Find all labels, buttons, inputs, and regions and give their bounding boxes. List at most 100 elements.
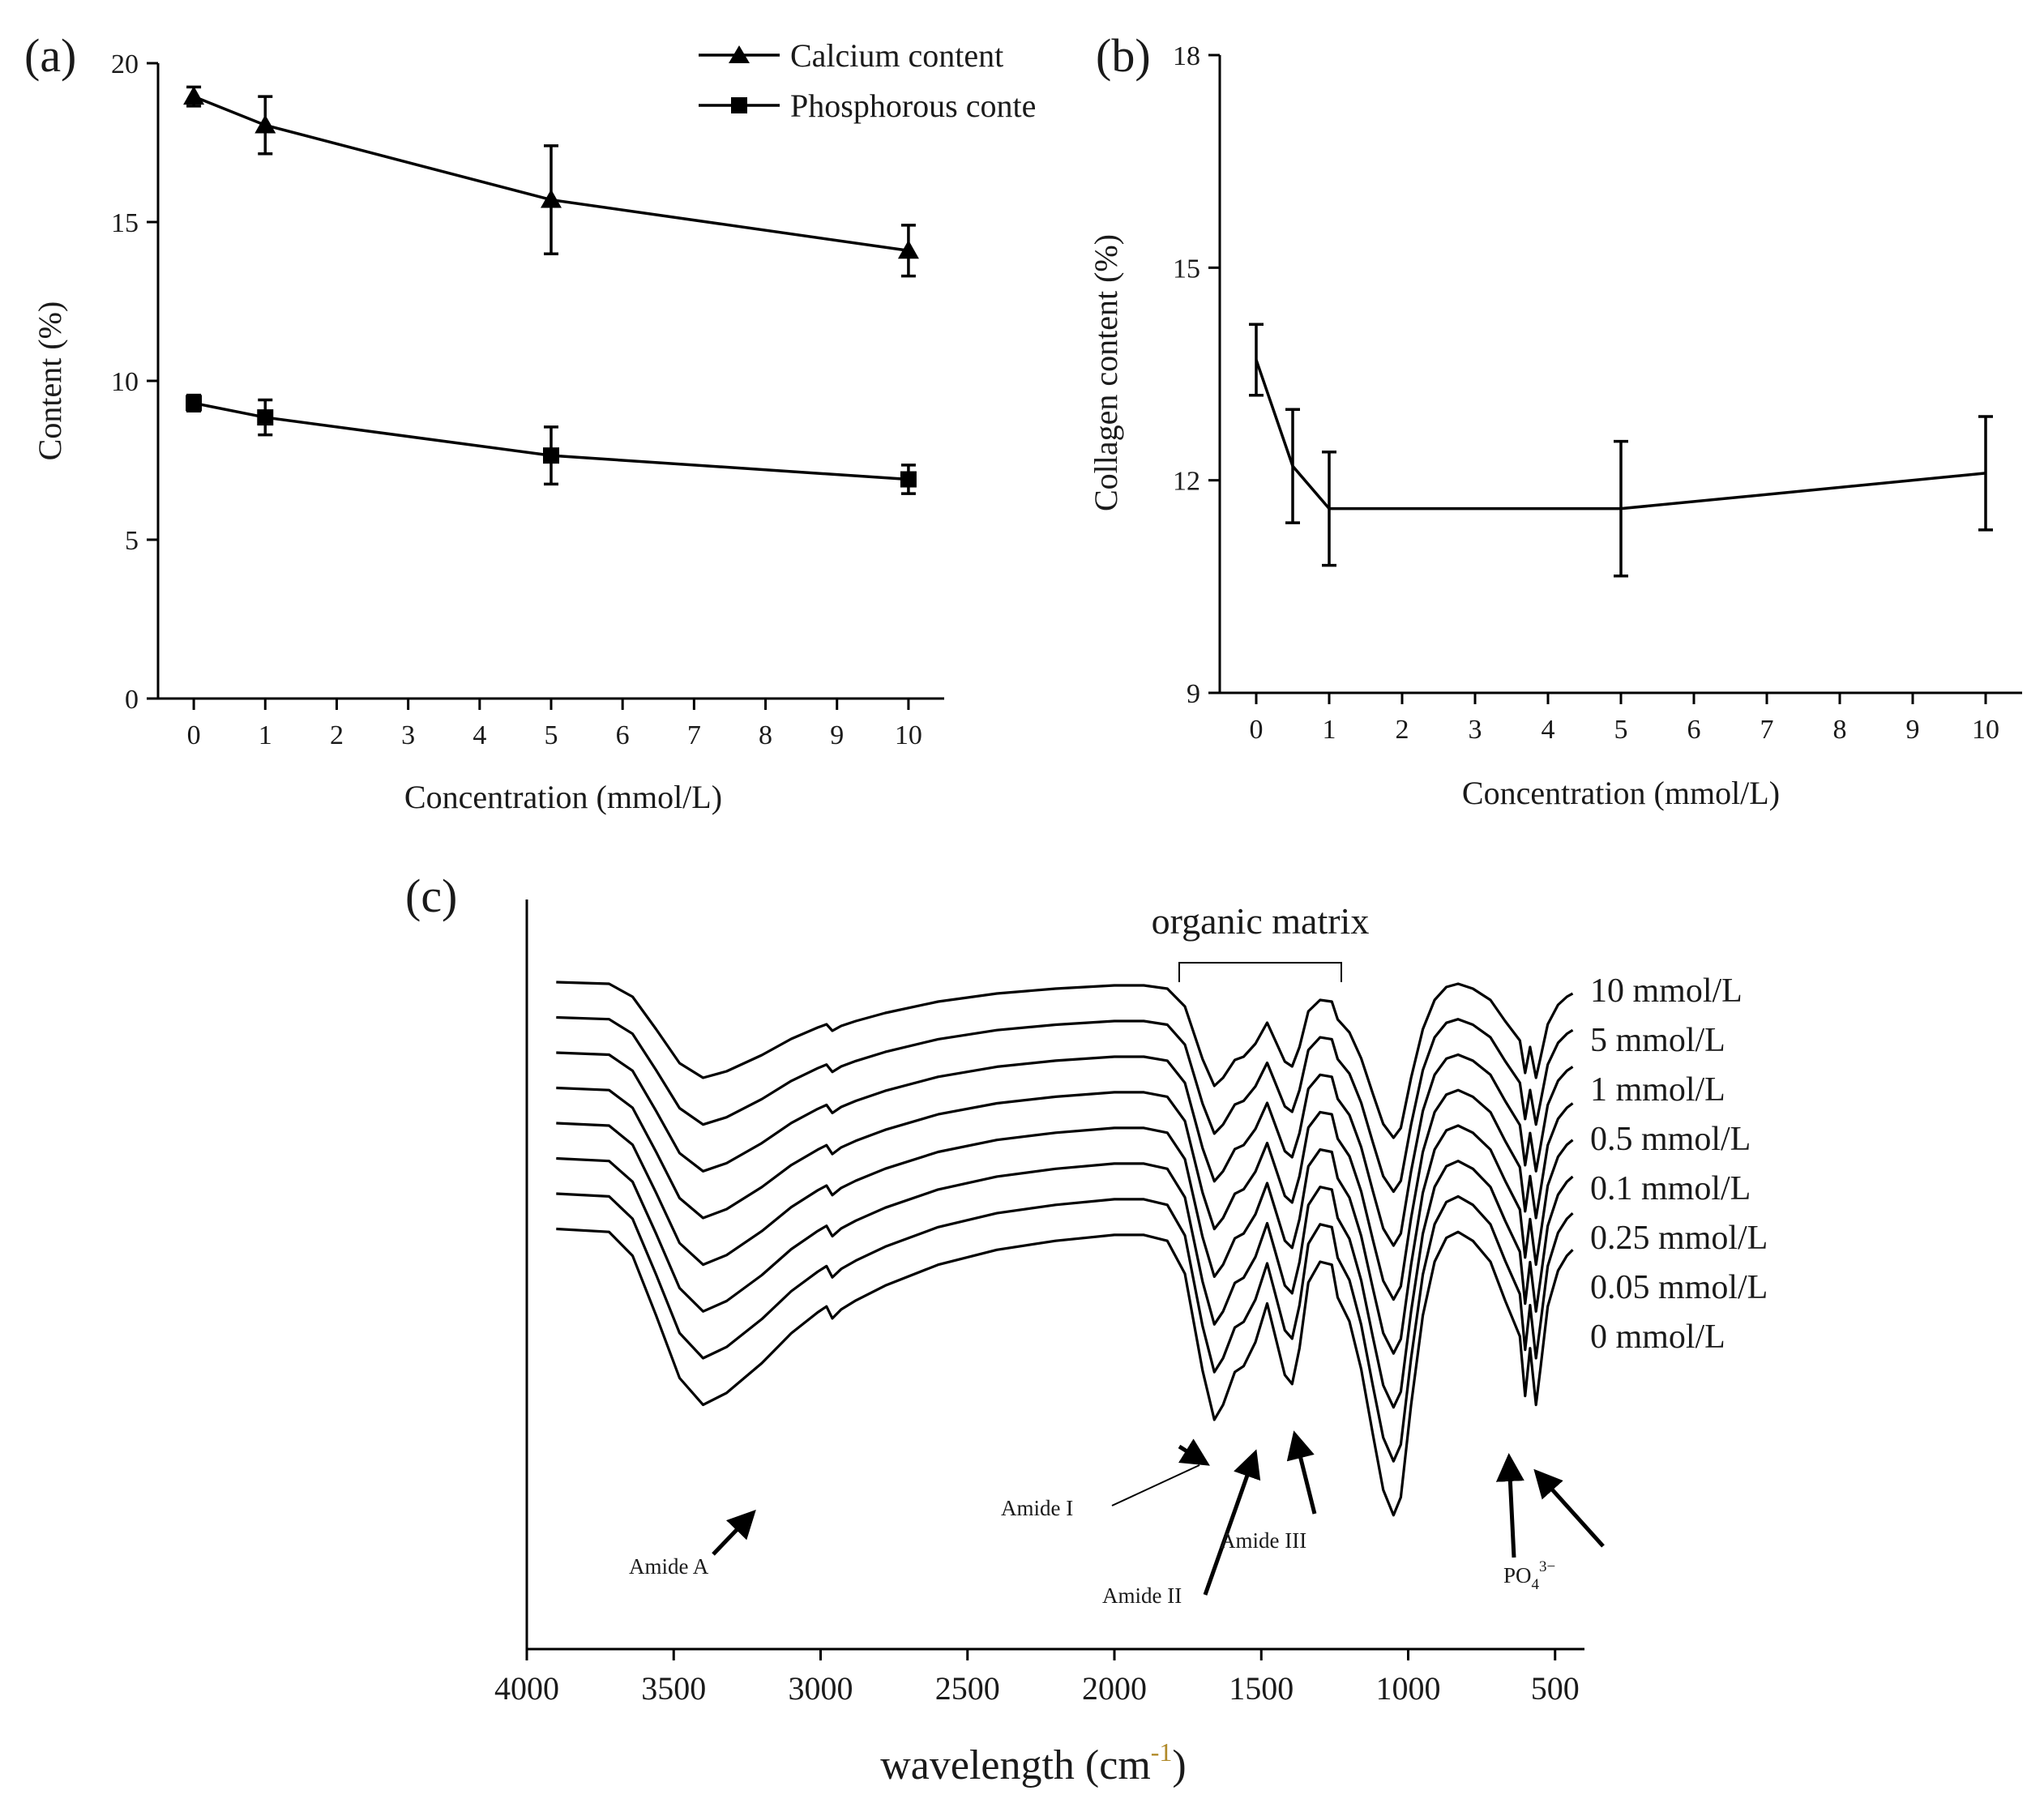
panel-a-y-axis-label: Content (%) <box>32 301 68 461</box>
ftir-series-label-1: 5 mmol/L <box>1590 1022 1725 1059</box>
panel-a-y-tick-label-0: 0 <box>125 685 139 715</box>
panel-b-y-axis-label: Collagen content (%) <box>1088 234 1124 511</box>
panel-a-series-0-point-3 <box>897 240 919 259</box>
panel-c-spectra <box>556 981 1574 1517</box>
ftir-series-label-0: 10 mmol/L <box>1590 972 1743 1010</box>
panel-c-series-labels: 10 mmol/L 5 mmol/L 1 mmol/L 0.5 mmol/L 0.1 m… <box>1590 972 1768 1356</box>
panel-a-x-tick-label-3: 3 <box>401 720 415 750</box>
panel-b-series-0-errorbar-3 <box>1614 439 1628 578</box>
panel-a-y-tick-label-1: 5 <box>125 526 139 556</box>
organic-matrix-label: organic matrix <box>1152 900 1370 942</box>
panel-b-y-tick-label-1: 12 <box>1173 467 1200 497</box>
panel-b-x-tick-label-0: 0 <box>1250 715 1264 745</box>
panel-a-series-0-point-2 <box>541 189 562 208</box>
panel-a-calcium-phosphorous-chart: (a) 0 1 2 3 4 5 6 7 8 9 10 0 5 10 15 20 Concentration (… <box>24 29 1036 815</box>
ftir-spectrum-6 <box>556 1192 1574 1463</box>
organic-matrix-bracket <box>1178 962 1342 982</box>
ftir-series-label-3: 0.5 mmol/L <box>1590 1121 1751 1158</box>
legend-marker-square <box>731 97 747 113</box>
ftir-spectrum-3 <box>556 1086 1574 1301</box>
panel-b-y-tick-label-0: 9 <box>1187 679 1200 709</box>
panel-c-ticks: 4000 3500 3000 2500 2000 1500 1000 500 <box>494 1649 1580 1707</box>
panel-a-x-axis-label: Concentration (mmol/L) <box>404 779 722 815</box>
ftir-series-label-5: 0.25 mmol/L <box>1590 1220 1768 1257</box>
panel-b-series <box>1249 323 1993 578</box>
panel-b-x-tick-label-3: 3 <box>1469 715 1482 745</box>
panel-a-y-tick-label-2: 10 <box>111 367 139 397</box>
phosphate-arrow-2 <box>1533 1468 1605 1548</box>
panel-b-x-tick-label-2: 2 <box>1396 715 1409 745</box>
amide-iii-arrow <box>1286 1430 1317 1515</box>
panel-b-x-axis-label: Concentration (mmol/L) <box>1462 775 1780 811</box>
panel-a-x-tick-label-2: 2 <box>330 720 344 750</box>
phosphate-label: PO43− <box>1503 1558 1555 1593</box>
panel-c-x-tick-label-3: 2500 <box>935 1670 1000 1707</box>
panel-a-series-1-point-2 <box>543 447 559 464</box>
amide-a-label: Amide A <box>629 1554 709 1579</box>
panel-a-y-tick-label-3: 15 <box>111 208 139 238</box>
panel-c-x-tick-label-1: 3500 <box>641 1670 706 1707</box>
panel-a-legend: Calcium content Phosphorous conte <box>699 37 1036 124</box>
panel-b-y-tick-label-2: 15 <box>1173 254 1200 284</box>
panel-c-axes <box>525 900 1584 1651</box>
panel-a-series-0-point-0 <box>183 86 205 105</box>
panel-b-axes <box>1218 55 2022 694</box>
panel-c-x-axis-label: wavelength (cm-1) <box>880 1737 1187 1788</box>
amide-i-arrow <box>1178 1438 1210 1466</box>
panel-b-y-tick-label-3: 18 <box>1173 41 1200 71</box>
panel-a-x-tick-label-4: 4 <box>473 720 486 750</box>
legend-label-calcium: Calcium content <box>790 37 1003 74</box>
panel-a-x-tick-label-10: 10 <box>895 720 922 750</box>
amide-i-leader <box>1111 1464 1200 1506</box>
legend-marker-triangle <box>729 45 750 63</box>
panel-b-series-0-errorbar-2 <box>1322 450 1336 567</box>
phosphate-arrow-1 <box>1495 1453 1524 1558</box>
amide-iii-label: Amide III <box>1220 1528 1306 1553</box>
panel-b-series-0-errorbar-4 <box>1978 415 1993 532</box>
panel-c-x-tick-label-0: 4000 <box>494 1670 559 1707</box>
panel-a-x-tick-label-0: 0 <box>187 720 201 750</box>
panel-b-x-tick-label-5: 5 <box>1614 715 1628 745</box>
ftir-series-label-2: 1 mmol/L <box>1590 1071 1725 1109</box>
ftir-series-label-4: 0.1 mmol/L <box>1590 1170 1751 1207</box>
amide-ii-label: Amide II <box>1102 1583 1182 1608</box>
panel-a-series-1-point-0 <box>186 395 203 412</box>
panel-a-x-tick-label-9: 9 <box>830 720 844 750</box>
amide-a-arrow <box>712 1509 756 1556</box>
ftir-series-label-7: 0 mmol/L <box>1590 1318 1725 1356</box>
panel-a-series-0-point-1 <box>254 114 276 134</box>
ftir-spectrum-1 <box>556 1015 1574 1194</box>
legend-label-phosphorous: Phosphorous conte <box>790 88 1036 124</box>
panel-b-x-tick-label-10: 10 <box>1972 715 1999 745</box>
panel-a-series <box>183 85 919 495</box>
ftir-spectrum-5 <box>556 1156 1574 1409</box>
ftir-spectrum-0 <box>556 981 1574 1139</box>
ftir-series-label-6: 0.05 mmol/L <box>1590 1269 1768 1306</box>
panel-c-x-tick-label-7: 500 <box>1531 1670 1580 1707</box>
panel-b-x-tick-label-4: 4 <box>1542 715 1555 745</box>
panel-a-series-0-line <box>193 95 909 253</box>
panel-b-x-tick-label-6: 6 <box>1687 715 1701 745</box>
ftir-spectrum-2 <box>556 1051 1574 1247</box>
amide-ii-arrow <box>1203 1449 1261 1596</box>
panel-a-x-tick-label-7: 7 <box>687 720 701 750</box>
panel-a-y-tick-label-4: 20 <box>111 49 139 79</box>
panel-b-x-tick-label-8: 8 <box>1833 715 1847 745</box>
amide-i-label: Amide I <box>1001 1496 1073 1520</box>
panel-a-x-tick-label-8: 8 <box>759 720 772 750</box>
panel-a-series-1-point-3 <box>900 471 917 488</box>
panel-b-label: (b) <box>1096 29 1151 82</box>
panel-b-series-0-errorbar-0 <box>1249 323 1264 397</box>
panel-c-x-tick-label-5: 1500 <box>1229 1670 1294 1707</box>
panel-a-x-tick-label-6: 6 <box>616 720 630 750</box>
panel-b-x-tick-label-1: 1 <box>1323 715 1336 745</box>
panel-b-x-tick-label-7: 7 <box>1760 715 1774 745</box>
panel-c-x-tick-label-6: 1000 <box>1376 1670 1441 1707</box>
panel-c-ftir-spectra: (c) 4000 3500 3000 2500 2000 1500 1000 500 10 m… <box>405 870 1768 1788</box>
panel-a-series-1-point-1 <box>257 409 274 426</box>
panel-a-x-tick-label-5: 5 <box>545 720 558 750</box>
ftir-spectrum-7 <box>556 1227 1574 1517</box>
